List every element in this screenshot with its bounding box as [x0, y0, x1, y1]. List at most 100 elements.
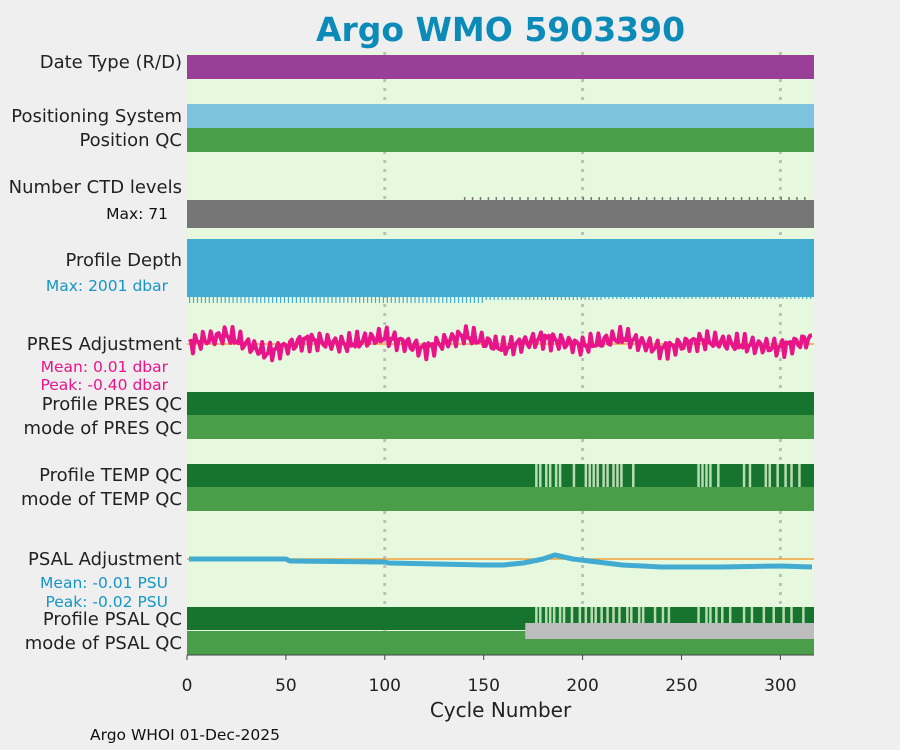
ctd-level-mark: [503, 197, 505, 201]
psal-qc-flag: [728, 607, 732, 623]
ctd-level-mark: [637, 197, 640, 201]
label-pres-qc: Profile PRES QC: [41, 394, 182, 415]
profile-depth-mark: [719, 297, 721, 299]
psal-qc-flag: [667, 607, 671, 623]
ctd-level-mark: [804, 197, 806, 201]
profile-depth-mark: [533, 297, 535, 300]
profile-depth-mark: [252, 297, 254, 303]
profile-depth-mark: [485, 297, 487, 300]
ctd-level-mark: [748, 197, 751, 201]
profile-depth-mark: [592, 297, 594, 300]
profile-depth-mark: [790, 297, 792, 299]
profile-depth-mark: [608, 297, 610, 299]
profile-depth-mark: [723, 297, 725, 299]
ctd-level-mark: [780, 197, 782, 201]
profile-depth-mark: [548, 297, 551, 300]
profile-depth-mark: [663, 297, 665, 299]
profile-depth-mark: [651, 297, 654, 299]
profile-depth-mark: [580, 297, 582, 300]
profile-depth-mark: [406, 297, 408, 303]
profile-depth-mark: [639, 297, 642, 299]
psal-qc-flag: [600, 607, 603, 623]
ctd-level-mark: [645, 197, 648, 201]
profile-depth-mark: [521, 297, 523, 300]
label-pres-mode: mode of PRES QC: [23, 418, 182, 439]
profile-depth-mark: [616, 297, 618, 299]
profile-depth-mark: [323, 297, 325, 303]
psal-qc-flag: [715, 607, 718, 623]
profile-depth-mark: [260, 297, 262, 303]
profile-depth-mark: [272, 297, 274, 303]
profile-depth-mark: [382, 297, 385, 303]
psal-qc-flag: [539, 607, 542, 623]
ctd-level-mark: [511, 197, 513, 201]
temp-qc-flag: [697, 464, 700, 487]
profile-depth-mark: [394, 297, 396, 303]
ctd-level-mark: [709, 197, 711, 201]
profile-depth-mark: [754, 297, 756, 299]
profile-depth-mark: [517, 297, 519, 300]
profile-depth-mark: [782, 297, 784, 299]
temp-qc-flag: [798, 464, 801, 487]
bar-pres-mode: [187, 415, 814, 439]
profile-depth-mark: [683, 297, 685, 299]
psal-qc-flag: [570, 607, 574, 623]
profile-depth-mark: [378, 297, 381, 303]
temp-qc-flag: [539, 464, 542, 487]
profile-depth-mark: [363, 297, 365, 303]
profile-depth-mark: [212, 297, 214, 303]
profile-depth-mark: [279, 297, 282, 303]
psal-qc-flag: [626, 607, 629, 623]
profile-depth-mark: [366, 297, 369, 303]
temp-qc-flag: [558, 464, 562, 487]
temp-qc-flag: [548, 464, 552, 487]
bar-pres-qc: [187, 392, 814, 415]
temp-qc-flag: [584, 464, 588, 487]
temp-qc-flag: [535, 464, 538, 487]
profile-depth-mark: [541, 297, 543, 300]
temp-qc-flag: [742, 464, 746, 487]
profile-depth-mark: [438, 297, 440, 303]
temp-qc-flag: [596, 464, 599, 487]
plot-background: [187, 52, 814, 655]
profile-depth-mark: [327, 297, 329, 303]
profile-depth-mark: [730, 297, 733, 299]
profile-depth-mark: [564, 297, 566, 300]
profile-depth-mark: [188, 297, 191, 303]
profile-depth-mark: [216, 297, 218, 303]
profile-depth-mark: [208, 297, 210, 303]
label-psal-mean: Mean: -0.01 PSU: [40, 574, 168, 592]
profile-depth-mark: [545, 297, 547, 300]
profile-depth-mark: [355, 297, 357, 303]
ctd-level-mark: [772, 197, 774, 201]
profile-depth-mark: [726, 297, 729, 299]
profile-depth-mark: [465, 297, 468, 303]
ctd-level-mark: [693, 197, 695, 201]
profile-depth-mark: [398, 297, 400, 303]
profile-depth-mark: [679, 297, 681, 299]
psal-qc-flag: [705, 607, 708, 623]
label-positioning: Positioning System: [11, 106, 182, 127]
ctd-level-mark: [582, 197, 585, 201]
psal-qc-flag: [641, 607, 645, 623]
profile-depth-mark: [359, 297, 361, 303]
bar-positioning-system: [187, 104, 814, 128]
temp-qc-flag: [602, 464, 605, 487]
profile-depth-mark: [699, 297, 701, 299]
psal-qc-flag: [762, 607, 766, 623]
profile-depth-mark: [746, 297, 748, 299]
profile-depth-mark: [347, 297, 349, 303]
ctd-level-mark: [732, 197, 735, 201]
profile-depth-mark: [770, 297, 772, 299]
profile-depth-mark: [513, 297, 515, 300]
psal-qc-flag: [548, 607, 552, 623]
x-tick-label: 250: [665, 676, 698, 696]
temp-qc-flag: [588, 464, 592, 487]
ctd-level-mark: [740, 197, 743, 201]
ctd-level-mark: [487, 197, 490, 201]
profile-depth-mark: [794, 297, 796, 299]
label-date-type: Date Type (R/D): [39, 52, 182, 73]
profile-depth-mark: [224, 297, 226, 303]
ctd-level-mark: [622, 197, 624, 201]
